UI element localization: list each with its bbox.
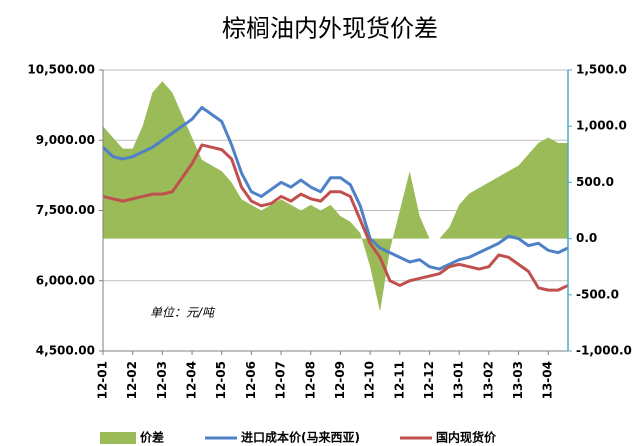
x-tick-label: 13-04 xyxy=(541,361,555,399)
y-tick-label: 6,000.00 xyxy=(36,273,95,287)
x-tick-label: 12-08 xyxy=(303,361,317,399)
chart-title: 棕榈油内外现货价差 xyxy=(222,15,438,43)
y2-tick-label: 1,500.0 xyxy=(576,63,627,77)
x-tick-label: 12-07 xyxy=(274,361,288,399)
x-tick-label: 12-09 xyxy=(333,361,347,399)
x-tick-label: 13-03 xyxy=(511,361,525,399)
y2-tick-label: -500.0 xyxy=(576,287,619,301)
x-tick-label: 12-02 xyxy=(125,361,139,399)
y2-tick-label: -1,000.0 xyxy=(576,344,632,358)
legend-label: 国内现货价 xyxy=(436,430,497,445)
y-tick-label: 10,500.00 xyxy=(27,63,95,77)
legend-label: 价差 xyxy=(140,430,164,445)
y2-tick-label: 1,000.0 xyxy=(576,119,627,133)
y2-tick-label: 500.0 xyxy=(576,175,614,189)
price-line xyxy=(102,143,569,292)
legend-swatch xyxy=(100,432,136,444)
x-tick-label: 12-04 xyxy=(185,361,199,399)
y-tick-label: 4,500.00 xyxy=(36,344,95,358)
x-tick-label: 13-02 xyxy=(481,361,495,399)
x-tick-label: 13-01 xyxy=(452,361,466,399)
x-tick-label: 12-06 xyxy=(244,361,258,399)
x-tick-label: 12-10 xyxy=(363,361,377,399)
y-tick-label: 9,000.00 xyxy=(36,133,95,147)
price-line xyxy=(101,105,569,271)
x-tick-label: 12-05 xyxy=(214,361,228,399)
x-tick-label: 12-11 xyxy=(392,361,406,399)
x-tick-label: 12-03 xyxy=(155,361,169,399)
y2-tick-label: 0.0 xyxy=(576,231,597,245)
legend-label: 进口成本价(马来西亚) xyxy=(241,430,360,445)
spread-area xyxy=(103,81,568,312)
annotation: 单位：元/吨 xyxy=(150,306,216,320)
x-tick-label: 12-01 xyxy=(96,361,110,399)
x-tick-label: 12-12 xyxy=(422,361,436,399)
y-tick-label: 7,500.00 xyxy=(36,203,95,217)
